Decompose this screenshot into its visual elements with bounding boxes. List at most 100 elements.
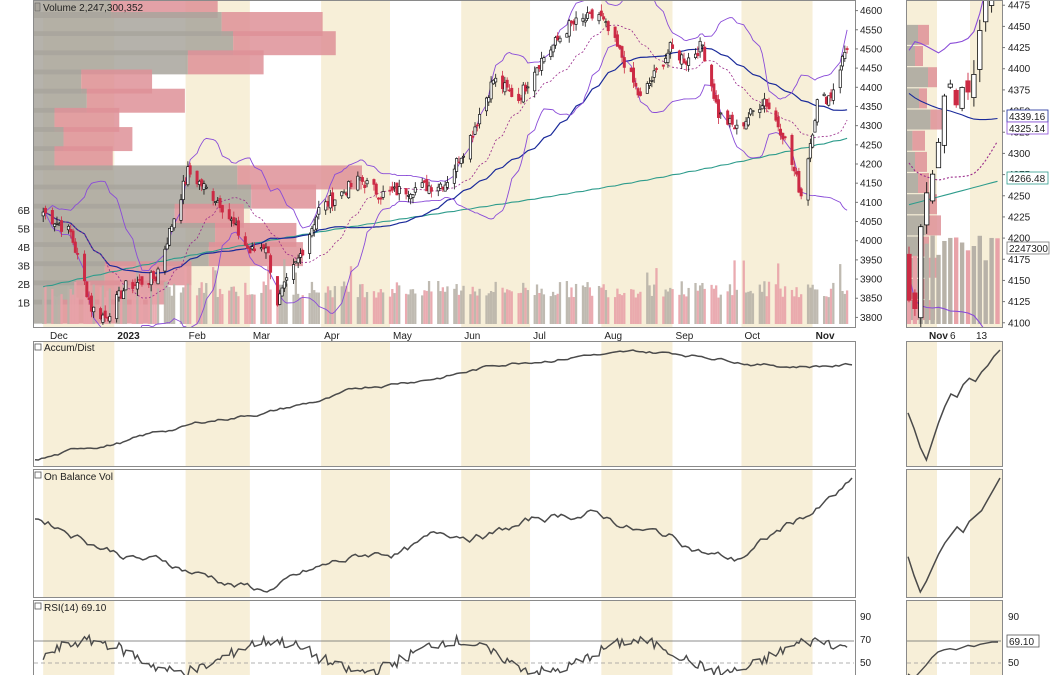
volume-bar [120, 282, 123, 324]
volume-bar [685, 296, 688, 324]
volume-bar [411, 289, 415, 324]
volume-bar [340, 286, 343, 324]
volume-bar [324, 292, 327, 324]
volume-bar [825, 296, 828, 324]
last-value-tags: 4339.16 4325.14 4266.48 2247300 69.10 [1006, 109, 1050, 648]
candle-body [83, 253, 87, 282]
volume-bar [584, 286, 587, 324]
inset-price-tick-label: 4100 [1008, 318, 1031, 329]
candle-body [349, 183, 353, 188]
month-band [114, 469, 186, 597]
candle-body [700, 44, 704, 47]
volume-bar [315, 292, 318, 324]
price-tick-label: 4400 [860, 83, 883, 94]
month-band [43, 341, 115, 466]
volume-bar [430, 291, 433, 324]
volume-bar [441, 287, 444, 324]
volume-bar [613, 297, 617, 324]
volume-bar [462, 285, 465, 324]
candle-body [698, 40, 702, 53]
candle-body [57, 223, 61, 226]
volume-bar [152, 285, 155, 324]
inset-volume-by-price-up-bar [907, 88, 919, 109]
ma50-line [43, 47, 848, 274]
inset-volume-bar [983, 260, 988, 324]
candle-body [505, 79, 509, 88]
candle-body [227, 209, 231, 220]
candle-body [243, 236, 247, 246]
candle-body [664, 57, 668, 64]
candle-body [301, 249, 305, 256]
volume-bar [749, 290, 752, 324]
accum-dist-title: Accum/Dist [44, 343, 95, 354]
candle-body [569, 20, 573, 24]
volume-bar [228, 290, 231, 324]
inset-sma20-dotted-line [908, 140, 998, 181]
volume-bar [342, 281, 346, 324]
volume-bar [244, 282, 247, 324]
rsi-legend-swatch [34, 602, 42, 610]
volume-legend-label: Volume 2,247,300,352 [43, 3, 144, 14]
volume-bar [189, 284, 192, 324]
month-band [812, 600, 854, 675]
candle-body [230, 218, 234, 221]
volume-bar [55, 296, 59, 324]
candle-body [220, 205, 224, 213]
volume-bar [453, 288, 456, 324]
volume-bar [554, 295, 557, 324]
volume-bar [333, 286, 337, 324]
inset-volume-by-price-up-bar [907, 67, 928, 88]
volume-bar [478, 288, 481, 324]
price-tick-label: 4150 [860, 179, 883, 190]
inset-candle-body [965, 80, 971, 93]
candle-body [333, 199, 337, 206]
candle-body [188, 165, 192, 175]
candle-body [106, 316, 109, 319]
candle-body [170, 225, 174, 232]
inset-date-label: Nov [929, 331, 948, 342]
volume-bar [809, 287, 812, 324]
volume-bar [297, 293, 300, 324]
volume-bar [375, 297, 378, 324]
volume-bar [558, 282, 562, 324]
candle-body [519, 97, 523, 101]
volume-bar [381, 292, 385, 324]
volume-bar [489, 290, 493, 324]
inset-volume-by-price-down-bar [912, 130, 925, 151]
month-label: Feb [189, 331, 207, 342]
accum-dist-panel-border [33, 341, 856, 467]
volume-bar [533, 295, 536, 324]
volume-bar [308, 293, 311, 324]
month-label: Apr [324, 331, 340, 342]
volume-bar [565, 281, 569, 324]
inset-volume-by-price-up-bar [907, 173, 918, 194]
candle-body [411, 194, 415, 198]
volume-bar [404, 293, 408, 324]
volume-bar [147, 293, 150, 324]
month-band [812, 0, 854, 328]
volume-bar [542, 294, 546, 324]
inset-price-tick-label: 4300 [1008, 149, 1031, 160]
month-band [321, 341, 391, 466]
volume-bar [92, 284, 95, 324]
volume-bar [345, 285, 348, 324]
volume-tick-label: 2B [18, 280, 31, 291]
volume-bar [586, 282, 589, 324]
volume-bar [471, 286, 474, 324]
month-band [461, 600, 531, 675]
inset-price-tick-label: 4400 [1008, 64, 1031, 75]
month-label: Nov [816, 331, 835, 342]
candle-body [459, 157, 463, 164]
inset-volume-bar [971, 246, 977, 324]
candle-body [606, 21, 610, 32]
volume-bar [253, 294, 256, 324]
rsi-panel-border [33, 600, 856, 675]
candle-body [567, 20, 571, 37]
candle-body [632, 67, 635, 83]
volume-bar [149, 286, 153, 324]
candle-body [379, 197, 383, 200]
candle-body [202, 183, 206, 190]
obv-title: On Balance Vol [44, 472, 113, 483]
volume-bar [604, 290, 608, 324]
month-label: Aug [604, 331, 622, 342]
